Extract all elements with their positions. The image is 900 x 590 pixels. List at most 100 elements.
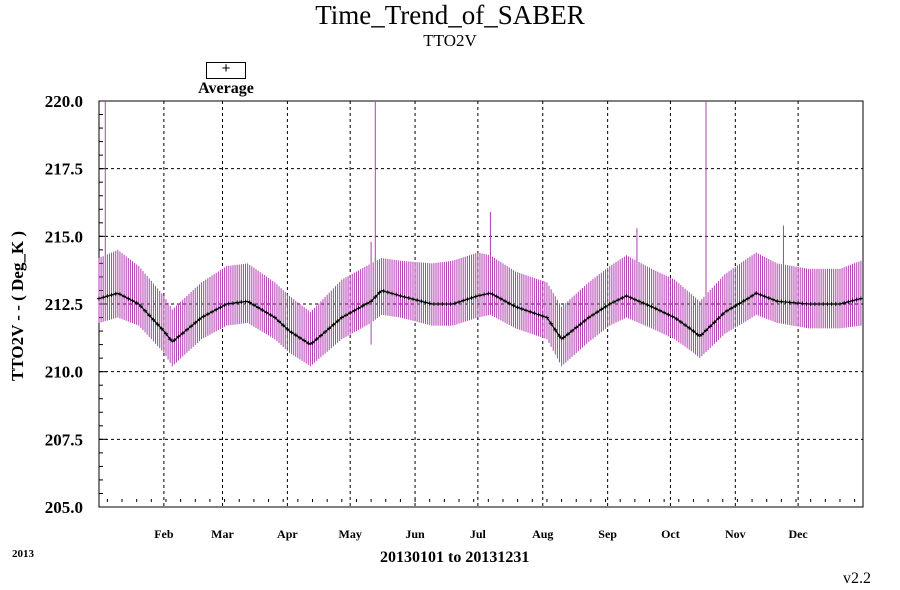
- average-point: [402, 294, 407, 299]
- average-point: [113, 291, 118, 296]
- x-tick-label: Nov: [725, 527, 746, 541]
- average-point: [230, 301, 235, 306]
- average-point: [323, 329, 328, 334]
- average-point: [394, 292, 399, 297]
- y-tick-label: 220.0: [45, 92, 83, 111]
- average-point: [398, 293, 403, 298]
- average-point: [189, 324, 194, 329]
- average-point: [339, 315, 344, 320]
- average-point: [511, 303, 516, 308]
- average-point: [854, 297, 859, 302]
- average-point: [377, 290, 382, 295]
- average-point: [444, 302, 449, 306]
- average-point: [159, 326, 164, 331]
- average-point: [503, 299, 508, 304]
- average-point: [415, 298, 420, 303]
- average-point: [465, 297, 470, 302]
- average-point: [310, 340, 315, 345]
- average-point: [122, 294, 127, 299]
- x-tick-label: Oct: [661, 527, 680, 541]
- average-point: [507, 301, 512, 306]
- average-point: [745, 296, 750, 301]
- average-point: [582, 318, 587, 323]
- x-tick-label: Sep: [598, 527, 617, 541]
- average-point: [616, 297, 621, 302]
- average-point: [256, 305, 261, 310]
- average-point: [390, 291, 395, 296]
- average-point: [716, 316, 721, 321]
- average-point: [750, 293, 755, 298]
- average-point: [364, 301, 369, 306]
- x-tick-label: May: [339, 527, 362, 541]
- average-point: [163, 331, 168, 336]
- year-label: 2013: [12, 548, 34, 560]
- average-point: [268, 313, 273, 318]
- average-point: [595, 310, 600, 315]
- average-point: [97, 296, 101, 301]
- average-point: [214, 307, 219, 312]
- average-point: [210, 309, 215, 314]
- average-point: [436, 302, 441, 306]
- average-point: [687, 326, 692, 331]
- average-point: [578, 322, 583, 327]
- average-point: [821, 302, 826, 306]
- average-point: [683, 323, 688, 328]
- average-point: [297, 335, 302, 340]
- average-point: [825, 302, 830, 306]
- average-point: [724, 308, 729, 313]
- average-point: [226, 301, 231, 306]
- average-point: [544, 315, 549, 320]
- average-point: [737, 301, 742, 306]
- average-point: [306, 341, 311, 346]
- average-point: [482, 292, 487, 297]
- average-point: [193, 320, 198, 325]
- average-point: [134, 300, 139, 305]
- average-point: [590, 312, 595, 317]
- average-point: [218, 305, 223, 310]
- average-point: [787, 300, 792, 305]
- average-point: [477, 293, 482, 298]
- average-point: [277, 319, 282, 324]
- average-point: [670, 314, 675, 319]
- average-point: [586, 315, 591, 320]
- average-point: [343, 313, 348, 318]
- average-point: [632, 297, 637, 302]
- average-point: [829, 302, 834, 306]
- average-point: [486, 291, 491, 296]
- average-point: [532, 311, 537, 316]
- average-point: [260, 308, 265, 313]
- average-point: [620, 295, 625, 300]
- average-point: [448, 302, 453, 306]
- average-point: [779, 299, 784, 304]
- average-point: [842, 300, 847, 305]
- average-point: [624, 293, 629, 298]
- average-point: [406, 296, 411, 301]
- average-point: [143, 308, 148, 313]
- average-point: [105, 294, 110, 299]
- average-point: [197, 317, 202, 322]
- average-point: [783, 300, 788, 305]
- average-point: [699, 332, 704, 337]
- average-point: [565, 332, 570, 337]
- x-tick-label: Mar: [211, 527, 234, 541]
- average-point: [180, 331, 185, 336]
- average-point: [796, 301, 801, 306]
- average-point: [528, 309, 533, 314]
- average-point: [184, 327, 189, 332]
- average-point: [172, 338, 177, 343]
- average-point: [235, 300, 240, 305]
- average-point: [201, 314, 206, 319]
- average-point: [101, 295, 106, 300]
- average-point: [117, 292, 122, 297]
- average-point: [574, 325, 579, 330]
- average-point: [712, 320, 717, 325]
- average-point: [645, 302, 650, 307]
- average-point: [138, 304, 143, 309]
- average-point: [373, 294, 378, 299]
- average-point: [431, 302, 436, 306]
- average-point: [205, 312, 210, 317]
- average-point: [440, 302, 445, 306]
- y-tick-label: 205.0: [45, 498, 83, 517]
- average-point: [729, 306, 734, 311]
